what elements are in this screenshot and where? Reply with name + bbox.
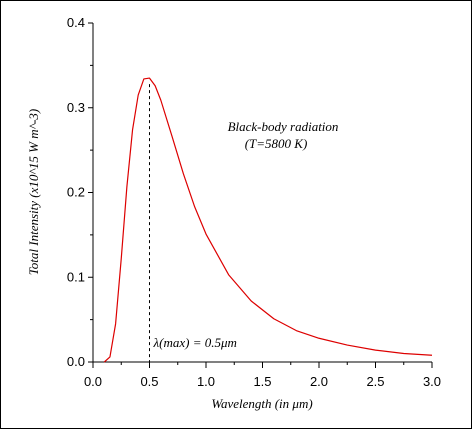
y-tick-label: 0.1: [67, 269, 85, 284]
x-tick-label: 0.0: [84, 374, 102, 389]
x-tick-label: 2.0: [310, 374, 328, 389]
y-axis-ticks: 0.0 0.1 0.2 0.3 0.4: [67, 15, 93, 369]
x-axis-ticks: 0.0 0.5 1.0 1.5 2.0 2.5 3.0: [84, 362, 441, 389]
y-tick-label: 0.3: [67, 100, 85, 115]
x-tick-label: 3.0: [423, 374, 441, 389]
peak-wavelength-label: λ(max) = 0.5μm: [153, 335, 237, 350]
annotation-title-line2: (T=5800 K): [245, 136, 308, 151]
series-group: [103, 77, 433, 363]
x-tick-label: 1.0: [197, 374, 215, 389]
y-tick-label: 0.2: [67, 185, 85, 200]
y-tick-label: 0.0: [67, 354, 85, 369]
annotation-title-line1: Black-body radiation: [228, 119, 339, 134]
x-tick-label: 0.5: [140, 374, 158, 389]
y-axis-label: Total Intensity (x10^15 W m^-3): [26, 109, 41, 275]
x-axis-label: Wavelength (in μm): [211, 396, 312, 411]
x-tick-label: 2.5: [366, 374, 384, 389]
y-tick-label: 0.4: [67, 15, 85, 30]
series-line-0: [103, 77, 433, 363]
x-tick-label: 1.5: [253, 374, 271, 389]
